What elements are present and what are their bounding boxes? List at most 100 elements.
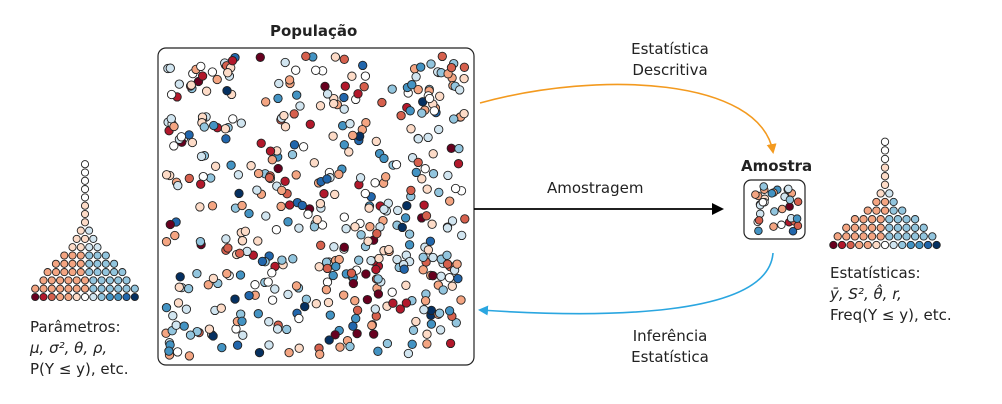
population-histogram-dot (118, 268, 127, 277)
population-dot (341, 224, 351, 234)
population-dot (222, 268, 232, 279)
population-dot (196, 151, 207, 162)
population-dot (294, 223, 304, 233)
population-dot (187, 137, 198, 148)
population-dot (396, 110, 406, 121)
population-histogram-dot (114, 276, 123, 285)
population-dot (348, 130, 358, 141)
population-dot (289, 109, 299, 119)
population-dot (261, 211, 271, 221)
population-dot (323, 297, 334, 308)
population-dot (305, 119, 315, 129)
population-dot (347, 71, 357, 81)
population-dot (221, 234, 231, 244)
population-histogram-dot (80, 292, 90, 302)
population-histogram-dot (56, 284, 65, 293)
population-dot (171, 320, 181, 330)
population-dot (237, 236, 248, 246)
population-dot (315, 349, 325, 359)
population-dot (407, 80, 417, 90)
population-dot (287, 149, 298, 160)
population-histogram-dot (47, 276, 56, 285)
population-dot (395, 304, 405, 314)
sample-histogram-dot (867, 223, 877, 232)
sample-histogram-dot (906, 240, 915, 250)
population-histogram-dot (76, 251, 85, 260)
population-dot (285, 200, 295, 210)
population-dot (459, 73, 469, 84)
population-dot (345, 119, 355, 129)
population-dots (161, 51, 470, 361)
population-histogram-dot (130, 292, 139, 302)
sample-histogram-dot (923, 240, 933, 250)
population-dot (339, 140, 349, 150)
population-dot (422, 184, 432, 194)
population-dot (437, 51, 447, 62)
population-dot (322, 89, 333, 99)
population-dot (222, 86, 232, 96)
population-dot (444, 273, 455, 283)
sample-dot (785, 195, 795, 205)
population-dot (405, 106, 415, 116)
population-dot (373, 346, 383, 356)
population-dot (273, 163, 283, 174)
population-dot (407, 339, 417, 349)
population-histogram-dot (93, 243, 102, 252)
sample-histogram-dot (872, 240, 881, 250)
population-dot (322, 174, 332, 184)
population-dot (371, 136, 381, 147)
population-dot (186, 80, 196, 90)
sample-dot (751, 190, 760, 199)
population-histogram-dot (93, 268, 102, 277)
population-dot (300, 301, 310, 312)
population-histogram-dot (72, 292, 81, 302)
sample-dot (758, 197, 768, 207)
population-histogram-dot (72, 284, 81, 293)
population-dot (181, 304, 192, 314)
population-dot (339, 290, 349, 300)
population-dot (459, 62, 470, 72)
population-dot (185, 330, 196, 340)
population-histogram-dot (80, 218, 90, 227)
population-dot (232, 340, 243, 350)
population-dot (253, 309, 263, 319)
sample-dot (784, 184, 793, 194)
sample-histogram-dot (902, 232, 911, 241)
population-dot (364, 203, 374, 213)
population-dot (324, 335, 334, 345)
population-dot (350, 296, 360, 306)
population-histogram-dot (43, 268, 52, 277)
sample-histogram-dot (880, 197, 890, 207)
population-box (157, 47, 475, 366)
sample-histogram-dot (889, 206, 898, 215)
population-dot (216, 303, 226, 313)
population-dot (353, 89, 363, 99)
population-histogram-dot (110, 268, 119, 277)
population-dot (198, 171, 208, 182)
population-dot (418, 252, 428, 262)
sample-histogram-dot (928, 232, 937, 241)
population-dot (291, 65, 301, 75)
population-dot (274, 78, 284, 89)
population-histogram-dot (51, 268, 61, 277)
population-dot (208, 273, 219, 284)
sample-histogram-dot (880, 163, 890, 172)
population-dot (453, 273, 463, 284)
population-dot (240, 226, 251, 236)
population-histogram-dot (114, 284, 123, 293)
population-dot (207, 201, 218, 211)
population-histogram-dot (80, 209, 90, 219)
sample-histogram-dot (872, 197, 881, 207)
population-histogram-dot (85, 259, 94, 268)
sample-dot (793, 221, 803, 230)
population-dot (452, 259, 462, 269)
population-dot (362, 294, 373, 305)
population-dot (196, 61, 206, 72)
population-dot (173, 180, 183, 191)
population-dot (387, 287, 397, 297)
population-dot (231, 324, 241, 334)
population-histogram-dot (68, 243, 77, 252)
population-dot (267, 268, 277, 278)
population-dot (165, 219, 175, 230)
population-histogram-dot (97, 284, 106, 293)
